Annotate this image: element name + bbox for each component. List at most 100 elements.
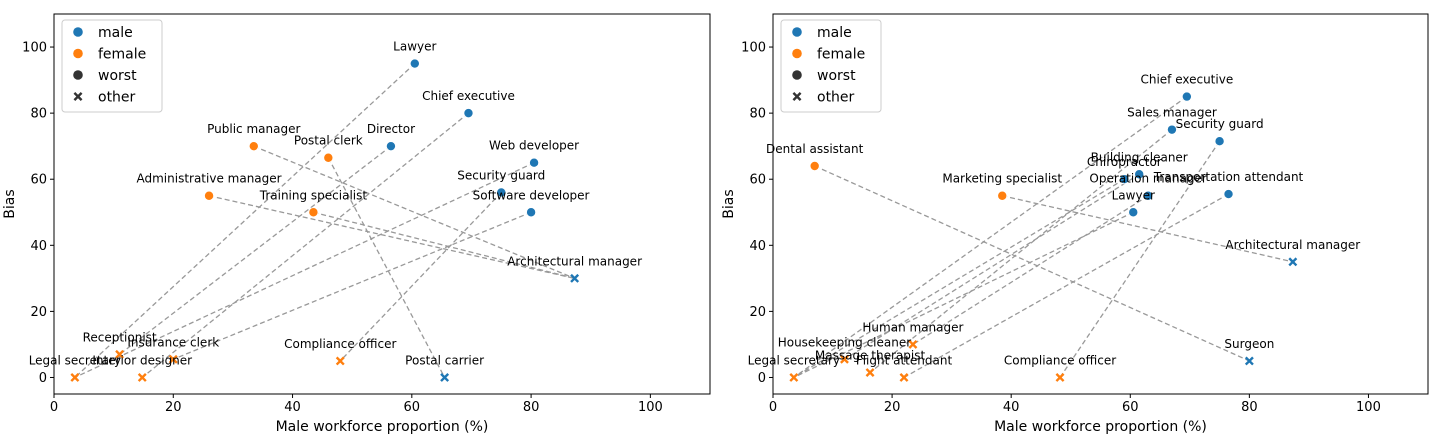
chart-2-label-human-manager: Human manager	[862, 320, 963, 334]
chart-1-point-interior-designer	[137, 373, 147, 382]
chart-1-label-security-guard: Security guard	[457, 168, 545, 182]
chart-1-x-tick-label: 0	[50, 400, 58, 415]
chart-1-y-tick-label: 40	[30, 239, 47, 254]
chart-1-plot-area	[53, 13, 711, 395]
chart-2-label-massage-therapist: Massage therapist	[815, 349, 926, 363]
chart-1-point-compliance-officer	[335, 356, 345, 366]
chart-1-label-web-developer: Web developer	[489, 139, 579, 153]
chart-1-point-public-manager	[248, 141, 259, 152]
chart-2-label-dental-assistant: Dental assistant	[766, 142, 864, 156]
chart-2-legend-male-label: male	[817, 25, 852, 41]
chart-1-point-architectural-manager	[570, 273, 580, 283]
chart-2-y-tick-label: 0	[758, 371, 766, 386]
chart-2-x-tick-label: 60	[1122, 400, 1139, 415]
chart-2-point-dental-assistant	[809, 160, 820, 171]
chart-1-point-insurance-clerk	[168, 354, 178, 364]
chart-2-connector-chief-executive-to-legal-secretary	[793, 96, 1188, 379]
chart-1-point-director	[385, 141, 396, 152]
chart-2-label-compliance-officer: Compliance officer	[1004, 353, 1116, 367]
chart-1-legend-other-marker	[73, 92, 83, 101]
chart-1-point-software-developer	[526, 207, 537, 218]
chart-1-x-tick-label: 80	[523, 400, 540, 415]
chart-2-point-sales-manager	[1166, 124, 1177, 135]
chart-1-connector-lawyer-to-legal-secretary	[74, 63, 416, 378]
chart-2-connector-transportation-attendant-to-flight-attendant	[903, 193, 1229, 379]
chart-2-label-legal-secretary: Legal secretary	[748, 353, 840, 367]
chart-2-point-compliance-officer	[1055, 373, 1065, 382]
chart-2-plot-area	[772, 13, 1429, 395]
chart-2-legend-female-marker	[792, 48, 802, 59]
chart-2-connector-marketing-specialist-to-architectural-manager	[1002, 195, 1293, 263]
chart-2-legend-female-label: female	[817, 47, 865, 63]
chart-1-label-postal-carrier: Postal carrier	[405, 353, 484, 367]
chart-2-label-operation-manager: Operation manager	[1089, 172, 1207, 186]
chart-2-y-tick-label: 80	[749, 107, 766, 122]
chart-2-x-tick-label: 20	[884, 400, 901, 415]
chart-2-point-marketing-specialist	[997, 190, 1008, 201]
chart-2-y-tick-label: 40	[749, 239, 766, 254]
chart-1-connector-director-to-receptionist	[119, 145, 392, 355]
chart-1-y-tick-label: 100	[22, 41, 47, 56]
chart-1-label-receptionist: Receptionist	[83, 330, 157, 344]
chart-2-y-tick-label: 60	[749, 173, 766, 188]
chart-1-label-training-specialist: Training specialist	[259, 188, 368, 202]
chart-2-point-architectural-manager	[1288, 257, 1298, 267]
chart-1-y-axis-label: Bias	[2, 189, 18, 218]
chart-1-x-tick-label: 40	[284, 400, 301, 415]
chart-2-y-tick-label: 100	[741, 41, 766, 56]
chart-2-connector-sales-manager-to-massage-therapist	[869, 129, 1173, 374]
chart-1-point-administrative-manager	[204, 190, 215, 201]
chart-2-legend-worst-label: worst	[817, 68, 856, 84]
chart-2-label-security-guard: Security guard	[1176, 117, 1264, 131]
chart-1-point-legal-secretary	[70, 373, 80, 382]
chart-1-point-security-guard	[496, 187, 507, 198]
chart-1-connector-web-developer-to-legal-secretary	[74, 162, 535, 379]
chart-2-point-building-cleaner	[1134, 169, 1145, 180]
chart-1-label-public-manager: Public manager	[207, 122, 300, 136]
chart-2-y-axis-label: Bias	[721, 189, 737, 218]
chart-2-x-axis-label: Male workforce proportion (%)	[994, 419, 1207, 435]
chart-2-label-transportation-attendant: Transportation attendant	[1153, 170, 1304, 184]
chart-2-point-human-manager	[908, 339, 918, 349]
chart-1-legend: male female worst other	[61, 19, 163, 113]
chart-1-x-tick-label: 20	[165, 400, 182, 415]
chart-1-x-axis-label: Male workforce proportion (%)	[276, 419, 489, 435]
chart-2-point-chiropractor	[1119, 174, 1130, 185]
chart-1-legend-worst-marker	[73, 70, 83, 80]
chart-2-point-surgeon	[1244, 356, 1254, 366]
chart-1-legend-male-label: male	[98, 25, 133, 41]
chart-1-y-tick-label: 0	[39, 371, 47, 386]
chart-2-y-tick-label: 20	[749, 305, 766, 320]
chart-1-y-tick-label: 60	[30, 173, 47, 188]
chart-2-connector-operation-manager-to-human-manager	[912, 195, 1149, 345]
chart-1: 0 20 40 60 80 100 0 20 40 60 80 100 Male workforce p…	[2, 13, 711, 435]
chart-2-x-tick-label: 80	[1241, 400, 1258, 415]
chart-2-x-tick-label: 0	[769, 400, 777, 415]
chart-1-connector-postal-clerk-to-postal-carrier	[327, 157, 446, 378]
chart-1-legend-other-label: other	[98, 90, 136, 106]
chart-2-point-flight-attendant	[899, 373, 909, 382]
chart-2-legend-worst-marker	[792, 70, 802, 80]
chart-1-point-postal-carrier	[440, 373, 450, 382]
chart-2: 0 20 40 60 80 100 0 20 40 60 80 100 Male workforce p…	[721, 13, 1429, 435]
chart-1-x-tick-label: 100	[638, 400, 663, 415]
chart-2-connector-dental-assistant-to-surgeon	[814, 165, 1250, 362]
chart-2-label-flight-attendant: Flight attendant	[856, 353, 953, 367]
chart-2-label-chief-executive: Chief executive	[1140, 73, 1233, 87]
chart-2-point-security-guard	[1214, 136, 1225, 147]
chart-2-label-housekeeping-cleaner: Housekeeping cleaner	[778, 335, 912, 349]
chart-2-point-chief-executive	[1181, 91, 1192, 102]
chart-2-point-lawyer	[1128, 207, 1139, 218]
chart-2-legend-male-marker	[792, 27, 802, 37]
chart-2-label-marketing-specialist: Marketing specialist	[942, 172, 1062, 186]
chart-1-label-chief-executive: Chief executive	[422, 89, 515, 103]
chart-2-label-sales-manager: Sales manager	[1127, 106, 1217, 120]
chart-1-point-web-developer	[529, 157, 540, 168]
chart-1-label-architectural-manager: Architectural manager	[507, 254, 642, 268]
chart-1-label-director: Director	[367, 122, 415, 136]
chart-2-connector-chiropractor-to-legal-secretary	[793, 178, 1125, 379]
chart-1-legend-box	[61, 19, 163, 113]
chart-1-connector-security-guard-to-compliance-officer	[339, 191, 502, 362]
chart-2-point-housekeeping-cleaner	[840, 354, 849, 364]
